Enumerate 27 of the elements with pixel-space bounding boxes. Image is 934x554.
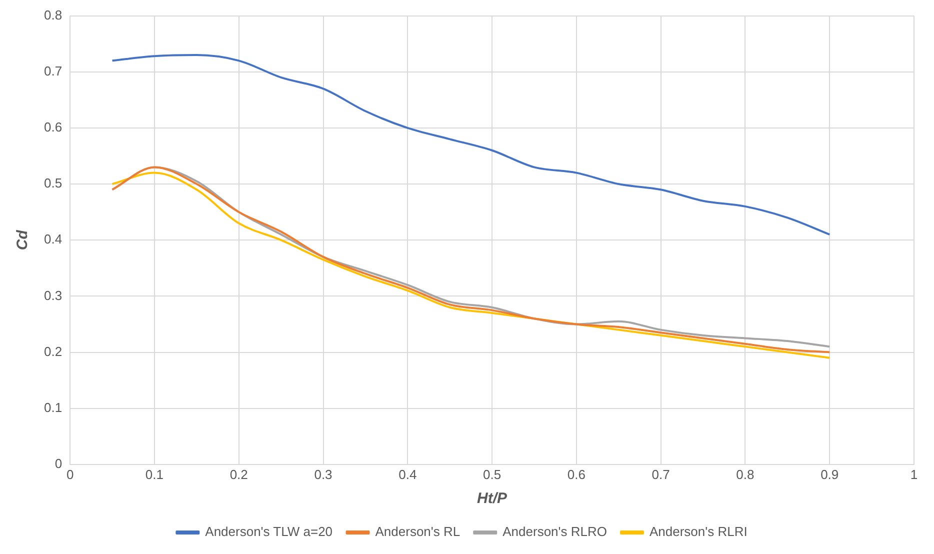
x-tick-label: 0.3 — [314, 466, 332, 482]
x-axis-title: Ht/P — [477, 490, 508, 508]
x-tick-label: 0.8 — [736, 466, 754, 482]
x-tick-label: 0.1 — [145, 466, 164, 482]
y-tick-label: 0 — [54, 456, 62, 471]
y-tick-label: 0.2 — [44, 344, 62, 359]
x-tick-label: 1 — [910, 466, 918, 482]
y-tick-label: 0.8 — [44, 7, 62, 22]
y-tick-label: 0.5 — [44, 176, 62, 191]
x-tick-label: 0.5 — [482, 466, 502, 482]
y-tick-label: 0.6 — [44, 120, 62, 135]
legend-label: Anderson's RL — [375, 524, 460, 540]
y-tick-label: 0.3 — [44, 288, 62, 303]
x-tick-label: 0.7 — [652, 466, 670, 482]
legend-label: Anderson's TLW a=20 — [205, 524, 333, 540]
legend-label: Anderson's RLRI — [649, 524, 748, 540]
y-tick-label: 0.7 — [44, 63, 62, 78]
x-tick-label: 0.6 — [567, 466, 586, 482]
x-tick-label: 0 — [66, 466, 74, 482]
y-axis-title: Cd — [14, 229, 32, 250]
x-tick-label: 0.2 — [230, 466, 248, 482]
x-tick-label: 0.4 — [398, 466, 417, 482]
x-tick-label: 0.9 — [820, 466, 839, 482]
y-tick-label: 0.1 — [44, 400, 62, 415]
y-tick-label: 0.4 — [44, 232, 62, 247]
line-series — [111, 54, 831, 236]
legend-label: Anderson's RLRO — [502, 524, 607, 540]
